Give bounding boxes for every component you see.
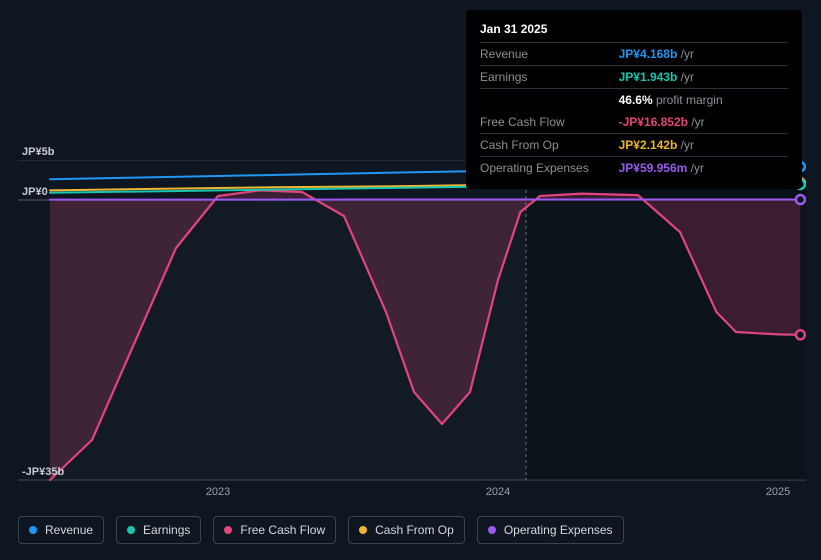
- legend: Revenue Earnings Free Cash Flow Cash From O…: [18, 516, 624, 544]
- tooltip-row: RevenueJP¥4.168b /yr: [480, 43, 788, 66]
- tooltip-value: JP¥2.142b /yr: [619, 134, 788, 157]
- tooltip-row: Operating ExpensesJP¥59.956m /yr: [480, 157, 788, 180]
- legend-item[interactable]: Cash From Op: [348, 516, 465, 544]
- legend-swatch: [224, 526, 232, 534]
- tooltip-key: Cash From Op: [480, 134, 619, 157]
- x-axis-label: 2023: [206, 486, 230, 498]
- legend-item[interactable]: Earnings: [116, 516, 201, 544]
- tooltip-row: Free Cash Flow-JP¥16.852b /yr: [480, 111, 788, 134]
- tooltip-value: 46.6% profit margin: [619, 89, 788, 112]
- legend-swatch: [359, 526, 367, 534]
- tooltip-value: -JP¥16.852b /yr: [619, 111, 788, 134]
- tooltip-row: 46.6% profit margin: [480, 89, 788, 112]
- legend-swatch: [127, 526, 135, 534]
- legend-item[interactable]: Revenue: [18, 516, 104, 544]
- x-axis-label: 2025: [766, 486, 790, 498]
- legend-label: Operating Expenses: [504, 523, 613, 537]
- tooltip-row: Cash From OpJP¥2.142b /yr: [480, 134, 788, 157]
- tooltip-date: Jan 31 2025: [480, 18, 788, 43]
- tooltip-value: JP¥1.943b /yr: [619, 66, 788, 89]
- tooltip-table: RevenueJP¥4.168b /yrEarningsJP¥1.943b /y…: [480, 43, 788, 179]
- tooltip-value: JP¥4.168b /yr: [619, 43, 788, 66]
- legend-label: Earnings: [143, 523, 190, 537]
- tooltip-value: JP¥59.956m /yr: [619, 157, 788, 180]
- tooltip-key: Revenue: [480, 43, 619, 66]
- legend-item[interactable]: Operating Expenses: [477, 516, 624, 544]
- chart-svg: [18, 160, 806, 500]
- tooltip-key: Operating Expenses: [480, 157, 619, 180]
- legend-label: Free Cash Flow: [240, 523, 325, 537]
- y-axis-label: -JP¥35b: [22, 466, 64, 478]
- legend-label: Cash From Op: [375, 523, 454, 537]
- chart-area[interactable]: JP¥5bJP¥0-JP¥35b202320242025: [18, 160, 806, 480]
- tooltip-key: Earnings: [480, 66, 619, 89]
- legend-item[interactable]: Free Cash Flow: [213, 516, 336, 544]
- tooltip-row: EarningsJP¥1.943b /yr: [480, 66, 788, 89]
- y-axis-label: JP¥0: [22, 186, 48, 198]
- y-axis-label: JP¥5b: [22, 146, 54, 158]
- tooltip-key: [480, 89, 619, 112]
- legend-swatch: [488, 526, 496, 534]
- legend-swatch: [29, 526, 37, 534]
- data-tooltip: Jan 31 2025 RevenueJP¥4.168b /yrEarnings…: [466, 10, 802, 189]
- legend-label: Revenue: [45, 523, 93, 537]
- x-axis-label: 2024: [486, 486, 510, 498]
- tooltip-key: Free Cash Flow: [480, 111, 619, 134]
